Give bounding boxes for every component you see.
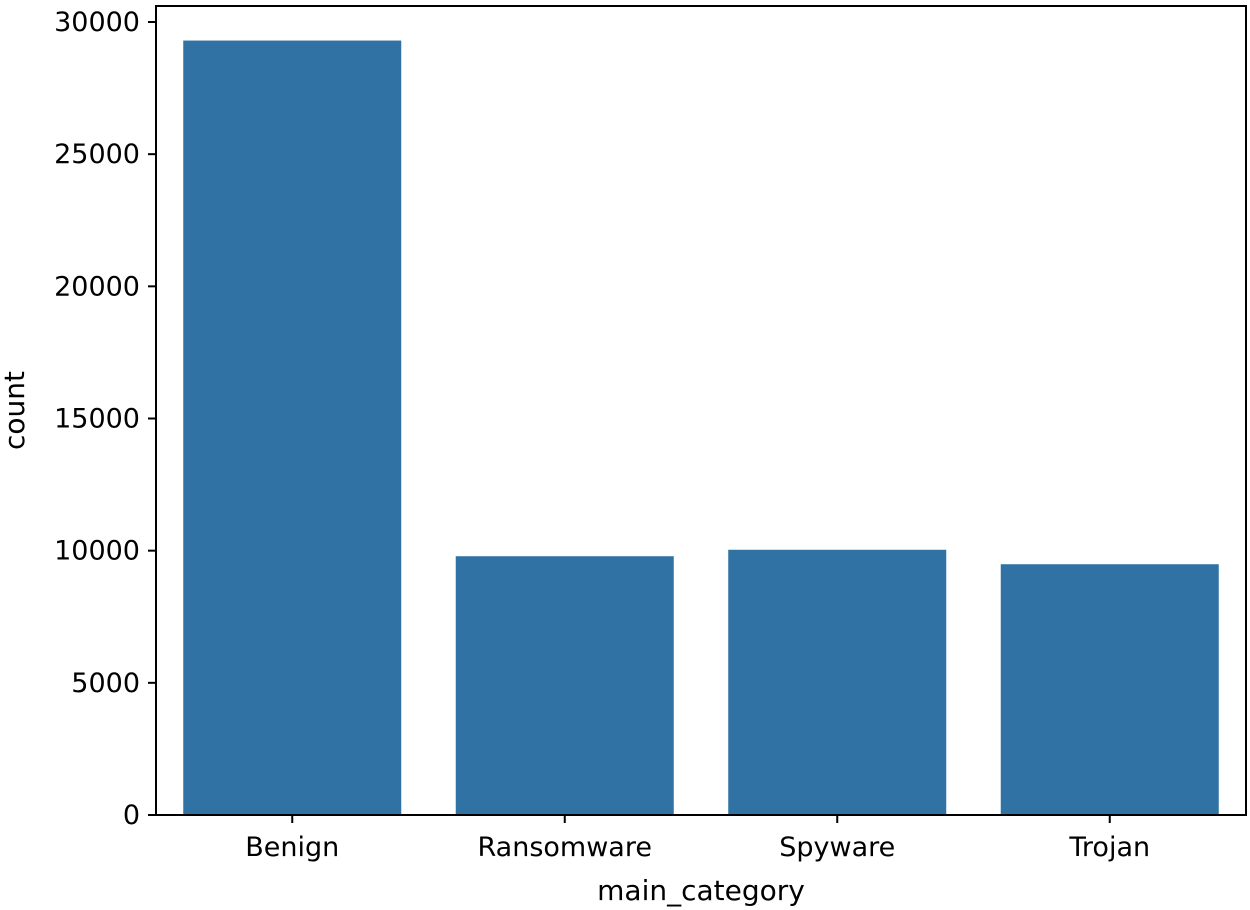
- bar-spyware: [728, 549, 947, 815]
- bar-benign: [183, 40, 402, 815]
- bars-group: [183, 40, 1219, 815]
- y-tick-label: 15000: [54, 404, 140, 435]
- x-tick-label: Trojan: [1068, 832, 1150, 863]
- x-axis-title: main_category: [597, 874, 805, 907]
- y-tick-label: 10000: [54, 536, 140, 567]
- plot-frame: [155, 5, 1247, 816]
- y-tick-label: 20000: [54, 271, 140, 302]
- x-tick-label: Spyware: [779, 832, 895, 863]
- x-axis-ticks: Benign Ransomware Spyware Trojan: [245, 815, 1150, 863]
- y-axis-title: count: [0, 371, 31, 450]
- y-tick-label: 0: [123, 800, 140, 831]
- x-tick-label: Ransomware: [478, 832, 652, 863]
- y-tick-label: 5000: [71, 668, 140, 699]
- bar-trojan: [1000, 564, 1219, 815]
- x-tick-label: Benign: [245, 832, 339, 863]
- y-tick-label: 30000: [54, 7, 140, 38]
- y-axis-ticks: 0 5000 10000 15000 20000 25000 30000: [54, 7, 156, 831]
- bar-ransomware: [455, 556, 674, 815]
- y-tick-label: 25000: [54, 139, 140, 170]
